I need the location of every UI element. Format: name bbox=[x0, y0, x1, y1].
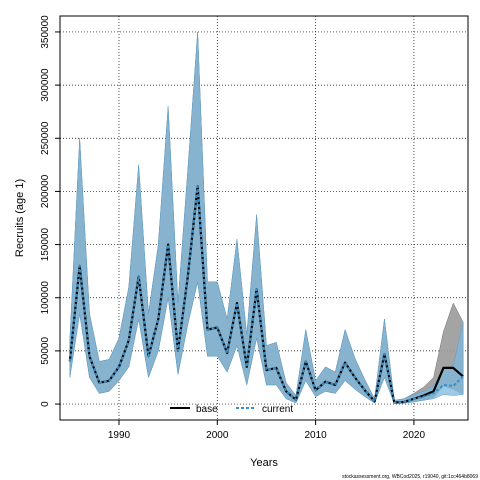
x-tick-label: 2020 bbox=[403, 430, 426, 441]
y-tick-label: 200000 bbox=[40, 174, 51, 208]
x-tick-label: 1990 bbox=[108, 430, 131, 441]
plot-frame bbox=[59, 15, 469, 421]
x-axis: 1990 2000 2010 2020 bbox=[108, 420, 426, 441]
series-lines bbox=[68, 185, 464, 404]
base-series-line bbox=[68, 185, 464, 404]
y-tick-label: 150000 bbox=[40, 227, 51, 261]
legend-current-label: current bbox=[262, 404, 293, 415]
x-axis-title: Years bbox=[250, 457, 278, 469]
y-tick-label: 100000 bbox=[40, 281, 51, 315]
y-axis-title: Recruits (age 1) bbox=[14, 179, 26, 257]
x-tick-label: 2010 bbox=[304, 430, 327, 441]
y-axis: 0 50000 100000 150000 200000 250000 300000 3500… bbox=[40, 15, 60, 407]
current-confidence-band bbox=[69, 31, 464, 404]
legend: base current bbox=[170, 404, 293, 415]
y-tick-label: 50000 bbox=[40, 337, 51, 365]
x-tick-label: 2000 bbox=[206, 430, 229, 441]
legend-base-label: base bbox=[196, 404, 218, 415]
footnote: stockassessment.org, WBCod2025, r19040, … bbox=[342, 474, 478, 480]
confidence-bands bbox=[69, 31, 464, 404]
y-tick-label: 300000 bbox=[40, 68, 51, 102]
y-tick-label: 350000 bbox=[40, 15, 51, 49]
y-tick-label: 0 bbox=[40, 401, 51, 407]
y-tick-label: 250000 bbox=[40, 121, 51, 155]
